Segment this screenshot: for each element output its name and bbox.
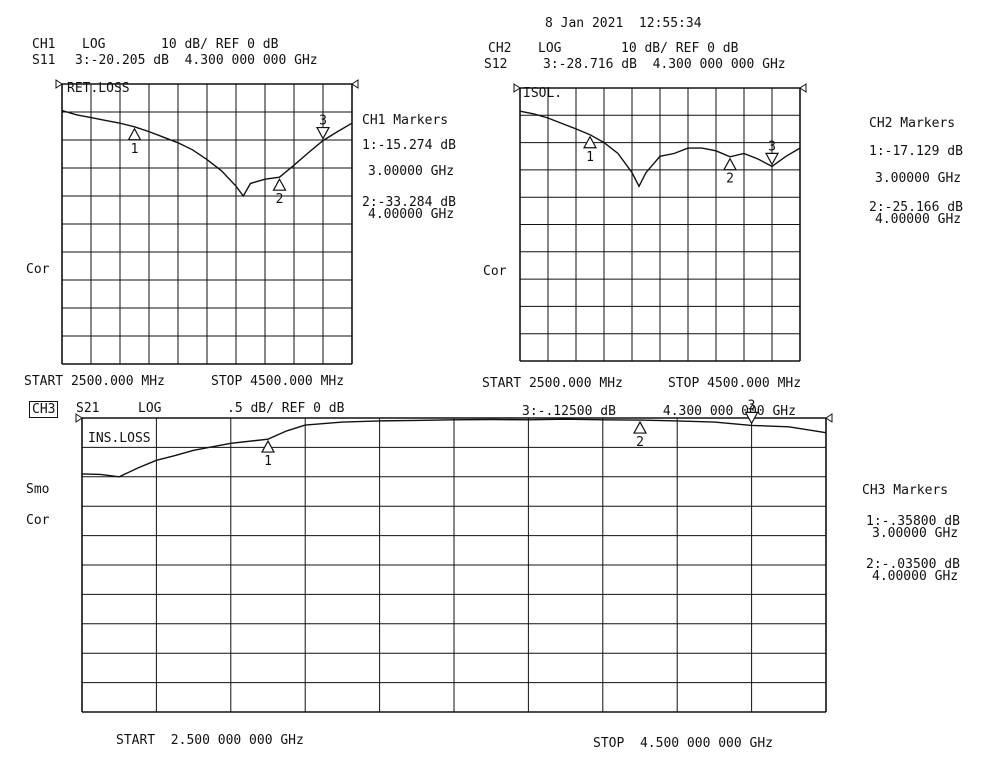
ch3-markers-title: CH3 Markers [862, 483, 949, 498]
ch3-marker-readout: 3:-.12500 dB 4.300 000 000 GHz [522, 404, 796, 419]
ch3-marker-line: 2:-.03500 dB [866, 557, 960, 572]
ch3-side-label: Smo [26, 482, 50, 497]
ch2-marker-1: 1 [582, 135, 598, 165]
ch3-plot: 1 2 3 [75, 398, 833, 713]
marker-triangle-icon [127, 127, 142, 141]
ch1-marker-line: 1:-15.274 dB [362, 138, 456, 153]
ch3-ref-right-icon [825, 413, 833, 423]
ch1-param: S11 [32, 53, 56, 68]
ch3-format: LOG [138, 401, 162, 416]
marker-label: 2 [276, 192, 284, 207]
ch1-format: LOG [82, 37, 106, 52]
ch3-marker-1: 1 [260, 439, 276, 469]
ch2-trace-label: ISOL. [523, 86, 563, 101]
marker-label: 1 [131, 142, 139, 157]
marker-triangle-icon [260, 439, 276, 453]
marker-label: 1 [264, 454, 272, 469]
ch3-marker-line: 1:-.35800 dB [866, 514, 960, 529]
marker-label: 2 [726, 172, 734, 187]
marker-label: 3 [768, 139, 776, 154]
ch3-side-label: Cor [26, 513, 50, 528]
ch1-marker-readout: 3:-20.205 dB 4.300 000 000 GHz [75, 53, 318, 68]
marker-label: 3 [748, 398, 756, 413]
marker-label: 1 [586, 150, 594, 165]
ch1-marker-1: 1 [127, 127, 142, 157]
ch3-marker-2: 2 [632, 420, 648, 450]
ch1-start-label: START 2500.000 MHz [24, 374, 165, 389]
ch3-trace [81, 418, 827, 478]
ch2-marker-line: 1:-17.129 dB [869, 144, 963, 159]
ch2-ref-right-icon [799, 83, 807, 93]
ch3-ref-left-icon [75, 413, 83, 423]
ch1-scale: 10 dB/ REF 0 dB [161, 37, 279, 52]
marker-triangle-icon [632, 420, 648, 434]
ch3-param: S21 [76, 401, 100, 416]
ch2-start-label: START 2500.000 MHz [482, 376, 623, 391]
ch1-marker-line: 2:-33.284 dB [362, 195, 456, 210]
ch3-marker-3: 3 [744, 398, 759, 425]
timestamp: 8 Jan 2021 12:55:34 [545, 16, 702, 31]
ch3-stop-label: STOP 4.500 000 000 GHz [593, 736, 774, 751]
ch2-marker-2: 2 [722, 157, 738, 187]
marker-triangle-icon [744, 411, 759, 425]
marker-triangle-icon [272, 177, 287, 191]
ch2-trace [519, 110, 801, 188]
marker-label: 2 [636, 435, 644, 450]
ch2-scale: 10 dB/ REF 0 dB [621, 41, 739, 56]
ch1-marker-line: 3.00000 GHz [368, 164, 455, 179]
ch2-stop-label: STOP 4500.000 MHz [668, 376, 802, 391]
ch2-ref-left-icon [513, 83, 521, 93]
ch1-markers-title: CH1 Markers [362, 113, 449, 128]
ch1-stop-label: STOP 4500.000 MHz [211, 374, 345, 389]
ch3-start-label: START 2.500 000 000 GHz [116, 733, 304, 748]
ch3-scale: .5 dB/ REF 0 dB [227, 401, 345, 416]
ch1-ref-right-icon [351, 79, 359, 89]
ch1-ref-left-icon [55, 79, 63, 89]
ch1-marker-line: 4.00000 GHz [368, 207, 455, 222]
marker-triangle-icon [315, 126, 331, 140]
ch2-marker-line: 4.00000 GHz [875, 212, 962, 227]
ch3-trace-label: INS.LOSS [88, 431, 151, 446]
ch2-marker-readout: 3:-28.716 dB 4.300 000 000 GHz [543, 57, 786, 72]
ch3-marker-line: 4.00000 GHz [872, 569, 959, 584]
ch2-format: LOG [538, 41, 562, 56]
ch1-trace [61, 109, 353, 198]
ch1-side-label: Cor [26, 262, 50, 277]
ch2-marker-3: 3 [764, 139, 780, 166]
ch2-param: S12 [484, 57, 508, 72]
ch2-channel: CH2 [488, 41, 512, 56]
ch2-plot: 1 2 3 [513, 83, 807, 362]
ch3-channel: CH3 [29, 401, 59, 418]
marker-triangle-icon [582, 135, 598, 149]
marker-triangle-icon [764, 152, 780, 166]
marker-label: 3 [319, 114, 327, 129]
ch1-plot: 1 2 3 [55, 79, 359, 365]
ch2-marker-line: 3.00000 GHz [875, 171, 962, 186]
ch2-side-label: Cor [483, 264, 507, 279]
ch1-marker-3: 3 [315, 114, 331, 140]
marker-triangle-icon [722, 157, 738, 171]
ch1-channel: CH1 [32, 37, 56, 52]
ch3-marker-line: 3.00000 GHz [872, 526, 959, 541]
ch1-marker-2: 2 [272, 177, 287, 207]
ch2-marker-line: 2:-25.166 dB [869, 200, 963, 215]
ch2-markers-title: CH2 Markers [869, 116, 956, 131]
